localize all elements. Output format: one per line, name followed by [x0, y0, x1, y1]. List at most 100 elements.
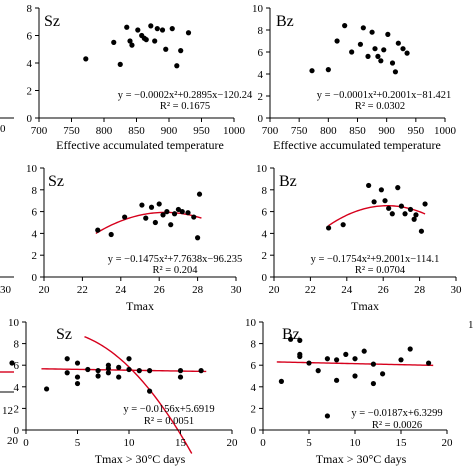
data-point [154, 26, 160, 32]
x-tick-label: 28 [414, 284, 426, 296]
x-tick-label: 28 [192, 284, 204, 296]
data-point [380, 371, 386, 377]
data-point [411, 216, 417, 222]
data-point [343, 351, 349, 357]
data-point [334, 38, 340, 44]
y-tick-label: 8 [32, 185, 38, 197]
x-tick-label: 800 [320, 125, 337, 137]
panel-label: Sz [44, 13, 60, 30]
y-tick-label: 2 [14, 403, 20, 415]
y-tick-label: 6 [258, 47, 264, 59]
data-point [297, 353, 303, 360]
data-point [413, 212, 419, 218]
y-tick-label: 8 [251, 339, 257, 351]
data-point [352, 373, 358, 379]
data-point [309, 68, 315, 74]
data-point [126, 366, 132, 373]
data-point [198, 368, 204, 374]
data-point [143, 37, 149, 43]
x-tick-label: 850 [349, 125, 366, 137]
data-point [395, 40, 401, 46]
data-point [169, 26, 175, 32]
data-point [288, 336, 294, 342]
data-point [398, 203, 404, 209]
data-point [349, 49, 355, 55]
data-point [111, 39, 117, 45]
data-point [175, 206, 181, 213]
data-point [108, 231, 114, 238]
data-point [117, 61, 123, 67]
x-axis-label: Tmax [351, 299, 379, 313]
r-squared: R² = 0.0704 [355, 265, 406, 276]
data-point [334, 377, 340, 383]
data-point [325, 67, 331, 73]
data-point [370, 361, 376, 367]
y-tick-label: 4 [27, 58, 33, 70]
y-tick-label: 10 [256, 163, 268, 175]
data-point [324, 356, 330, 362]
data-point [375, 53, 381, 60]
data-point [143, 215, 149, 221]
data-point [370, 380, 376, 387]
data-point [324, 413, 330, 419]
y-tick-label: 2 [27, 86, 33, 98]
data-point [185, 210, 191, 216]
y-tick-label: 8 [262, 185, 268, 197]
y-tick-label: 0 [251, 425, 257, 437]
x-tick-label: 30 [451, 284, 463, 296]
y-tick-label: 2 [251, 403, 257, 415]
panel-label: Bz [279, 173, 297, 190]
fit-equation: y = −0.1754x²+9.2001x−114.1 [311, 254, 440, 265]
data-point [44, 386, 50, 392]
data-point [105, 362, 111, 368]
data-point [105, 370, 111, 376]
data-point [127, 38, 133, 44]
data-point [147, 388, 153, 394]
data-point [422, 201, 428, 207]
data-point [381, 47, 387, 53]
data-point [407, 346, 413, 352]
data-point [340, 222, 346, 228]
y-tick-label: 0 [32, 272, 38, 284]
data-point [389, 211, 395, 217]
fit-equation: y = −0.1475x²+7.7638x−96.235 [108, 254, 242, 265]
r-squared: R² = 0.1675 [160, 101, 210, 112]
y-tick-label: 8 [258, 25, 264, 37]
data-point [315, 368, 321, 374]
y-tick-label: 10 [8, 317, 20, 329]
data-point [178, 48, 184, 54]
y-tick-label: 8 [14, 339, 20, 351]
x-axis-label: Effective accumulated temperature [56, 138, 224, 152]
y-tick-label: 4 [251, 382, 257, 394]
data-point [159, 27, 166, 33]
data-point [74, 374, 81, 380]
data-point [334, 357, 340, 363]
x-tick-label: 5 [306, 437, 312, 449]
data-point [136, 368, 142, 374]
x-tick-label: 20 [227, 437, 239, 449]
data-point [160, 212, 166, 218]
data-point [164, 209, 170, 215]
data-point [398, 357, 404, 363]
x-tick-label: 20 [39, 284, 51, 296]
data-point [74, 360, 81, 366]
x-axis-label: Tmax [126, 299, 154, 313]
x-tick-label: 22 [77, 284, 88, 296]
data-point [147, 368, 153, 374]
data-point [177, 374, 184, 380]
data-point [95, 373, 101, 379]
data-point [297, 337, 303, 343]
data-point [385, 31, 391, 37]
r-squared: R² = 0.204 [153, 265, 199, 276]
data-point [95, 368, 101, 374]
r-squared: R² = 0.0051 [144, 416, 194, 427]
data-point [426, 360, 432, 366]
data-point [196, 191, 203, 197]
y-tick-label: 2 [32, 250, 38, 262]
data-point [361, 348, 367, 354]
x-tick-label: 30 [231, 284, 243, 296]
